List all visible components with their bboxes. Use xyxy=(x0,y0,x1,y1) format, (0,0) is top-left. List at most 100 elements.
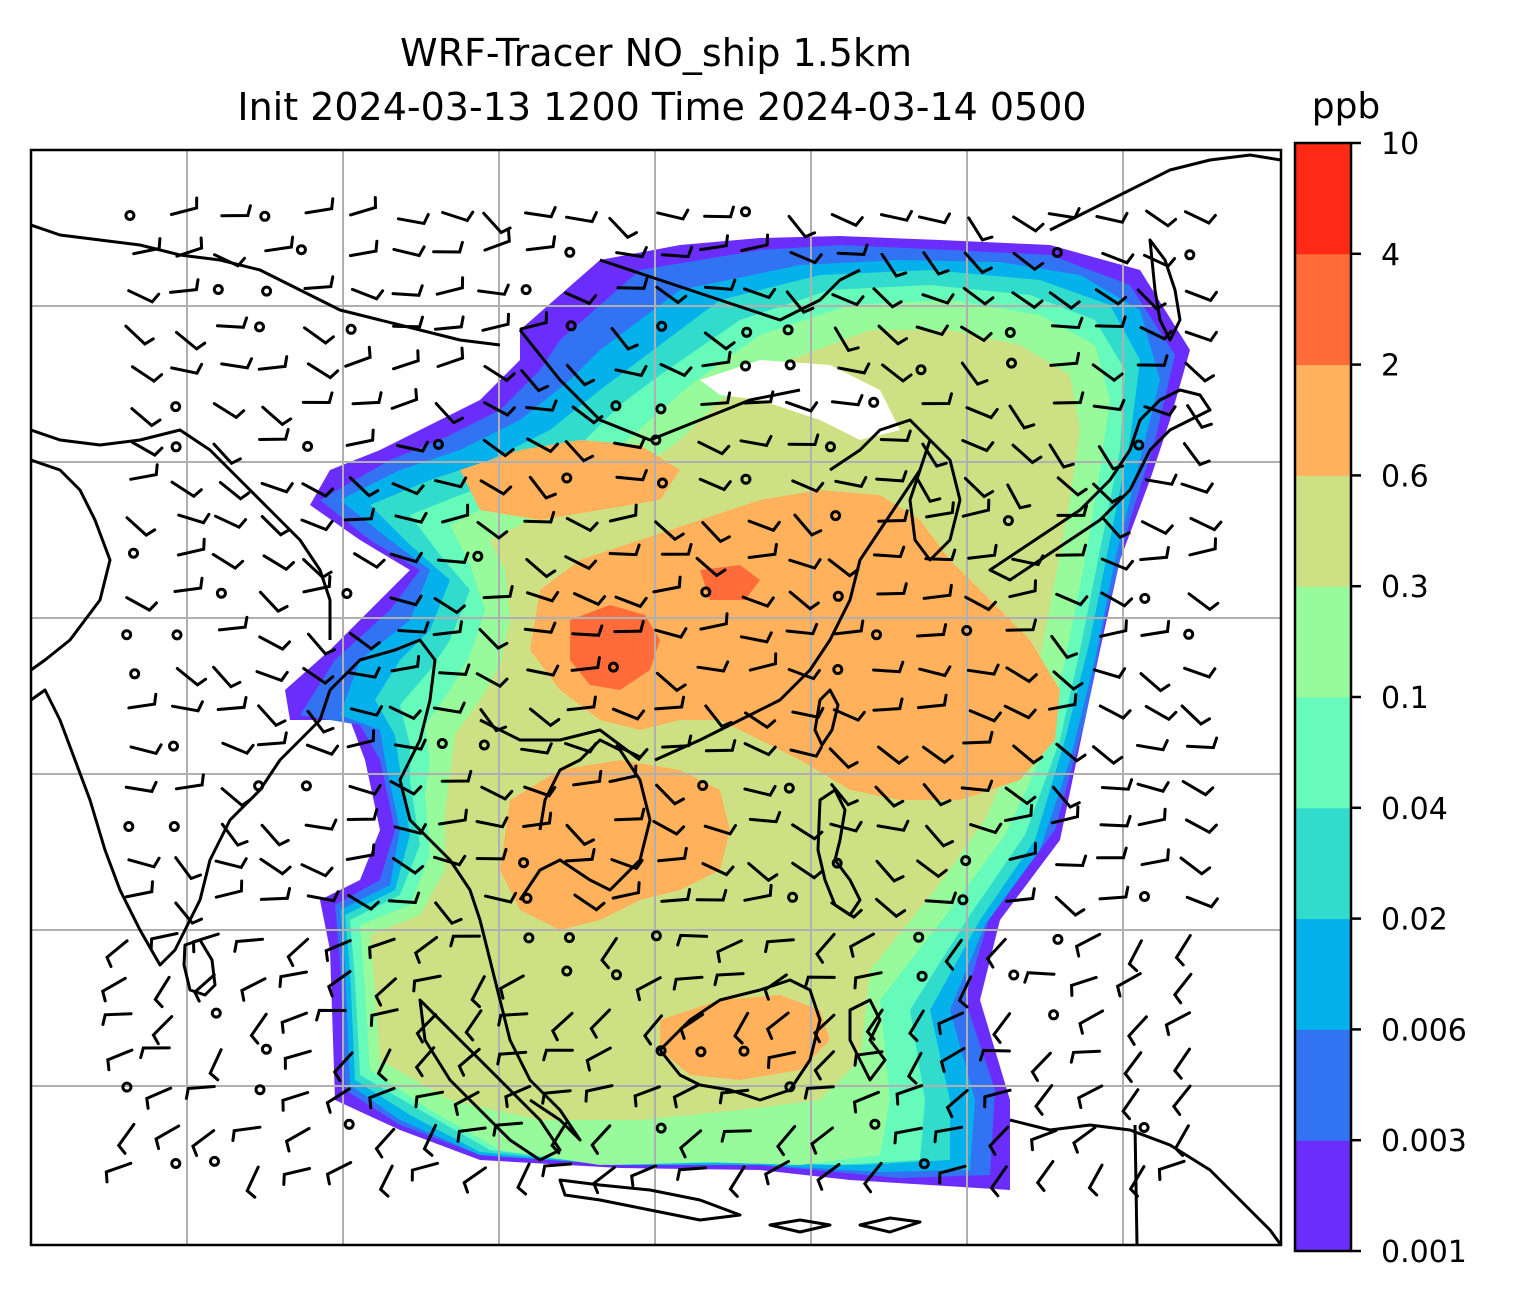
wind-barb xyxy=(432,620,463,637)
calm-marker xyxy=(1008,969,1020,981)
calm-marker xyxy=(300,780,312,792)
wind-barb xyxy=(924,548,957,562)
colorbar-tick-label: 0.6 xyxy=(1381,459,1429,494)
wind-barb xyxy=(584,1084,614,1103)
calm-marker xyxy=(259,210,271,222)
wind-barb xyxy=(610,327,639,351)
wind-barb xyxy=(833,619,865,636)
calm-marker xyxy=(253,780,265,792)
wind-barb xyxy=(264,235,295,253)
wind-barb xyxy=(1092,745,1124,765)
wind-barb xyxy=(348,631,381,651)
wind-barb xyxy=(733,1011,750,1045)
wind-barb xyxy=(1185,818,1218,835)
wind-barb xyxy=(101,1012,133,1026)
wind-barb xyxy=(564,291,598,306)
calm-marker xyxy=(341,588,353,599)
wind-barb xyxy=(739,434,773,448)
calm-marker xyxy=(128,547,139,559)
wind-barb xyxy=(1095,211,1129,224)
wind-barb xyxy=(1183,210,1217,225)
colorbar-tick-label: 4 xyxy=(1381,238,1400,273)
wind-barb xyxy=(875,470,908,483)
wind-barb xyxy=(504,1084,532,1109)
calm-marker xyxy=(825,441,836,453)
wind-barb xyxy=(302,558,333,580)
wind-barb xyxy=(1056,476,1088,497)
wind-barb xyxy=(763,1159,790,1186)
calm-marker xyxy=(957,894,969,906)
coastline-indochina xyxy=(498,738,652,1142)
wind-barb xyxy=(834,476,868,489)
wind-barb xyxy=(1092,398,1126,412)
wind-barb xyxy=(259,887,292,901)
wind-barb xyxy=(391,482,425,496)
wind-barb xyxy=(524,206,557,219)
wind-barb xyxy=(1139,326,1173,341)
colorbar-segment-7 xyxy=(1295,364,1351,476)
wind-barb xyxy=(652,819,686,836)
wind-barb xyxy=(880,252,908,278)
wind-barb xyxy=(258,427,290,441)
calm-marker xyxy=(610,400,622,412)
wind-barb xyxy=(748,810,782,824)
wind-barb xyxy=(813,1050,835,1081)
wind-barb xyxy=(983,1088,1012,1109)
wind-barb xyxy=(704,278,737,291)
wind-barb xyxy=(300,518,334,532)
colorbar-tick-label: 0.1 xyxy=(1381,681,1429,716)
wind-barb xyxy=(353,552,386,569)
calm-marker xyxy=(124,210,136,221)
wind-barb xyxy=(917,212,951,225)
calm-marker xyxy=(561,472,573,484)
wind-barb xyxy=(791,706,825,719)
map-panel xyxy=(31,150,1281,1245)
calm-marker xyxy=(740,360,751,372)
wind-barb xyxy=(652,575,682,594)
wind-barb xyxy=(1184,289,1218,303)
wind-barb xyxy=(1034,1084,1054,1116)
calm-marker xyxy=(741,326,753,338)
wind-barb xyxy=(412,974,442,993)
colorbar-segment-5 xyxy=(1295,586,1351,698)
wind-barb xyxy=(921,442,948,468)
wind-barb xyxy=(703,824,737,836)
wind-barb xyxy=(410,1161,439,1182)
wind-barb xyxy=(615,469,648,482)
calm-marker xyxy=(168,821,180,832)
wind-barb xyxy=(130,440,164,457)
calm-marker xyxy=(695,1046,707,1058)
wind-barb xyxy=(700,391,732,406)
wind-barb xyxy=(1145,209,1178,228)
wind-barb xyxy=(764,938,795,954)
wind-barb xyxy=(257,355,289,371)
calm-marker xyxy=(918,1158,930,1170)
wind-barb xyxy=(300,863,334,878)
wind-barb xyxy=(937,1011,965,1036)
wind-barb xyxy=(654,695,686,711)
wind-barb xyxy=(1056,504,1088,517)
wind-barb xyxy=(526,590,560,603)
wind-barb xyxy=(1099,619,1128,638)
colorbar-tick-label: 0.3 xyxy=(1381,570,1429,605)
wind-barb xyxy=(475,672,509,689)
wind-barb xyxy=(483,229,511,252)
wind-barb xyxy=(525,558,557,579)
wind-barb xyxy=(881,363,913,383)
wind-barb xyxy=(129,743,163,756)
wind-barb xyxy=(130,365,164,383)
colorbar-tick-label: 10 xyxy=(1381,127,1419,162)
wind-barb xyxy=(989,1165,1008,1198)
wind-barb xyxy=(325,1161,353,1186)
calm-marker xyxy=(655,403,667,415)
wind-barb xyxy=(698,477,732,492)
calm-marker xyxy=(261,285,273,297)
wind-barb xyxy=(875,859,905,883)
wind-barb xyxy=(1094,315,1127,329)
wind-barb xyxy=(106,1048,134,1072)
wind-barb xyxy=(389,594,423,607)
border-arabia-west xyxy=(31,458,112,672)
wind-barb xyxy=(1135,739,1169,752)
border-central-asia xyxy=(31,223,501,347)
calm-marker xyxy=(520,284,532,296)
